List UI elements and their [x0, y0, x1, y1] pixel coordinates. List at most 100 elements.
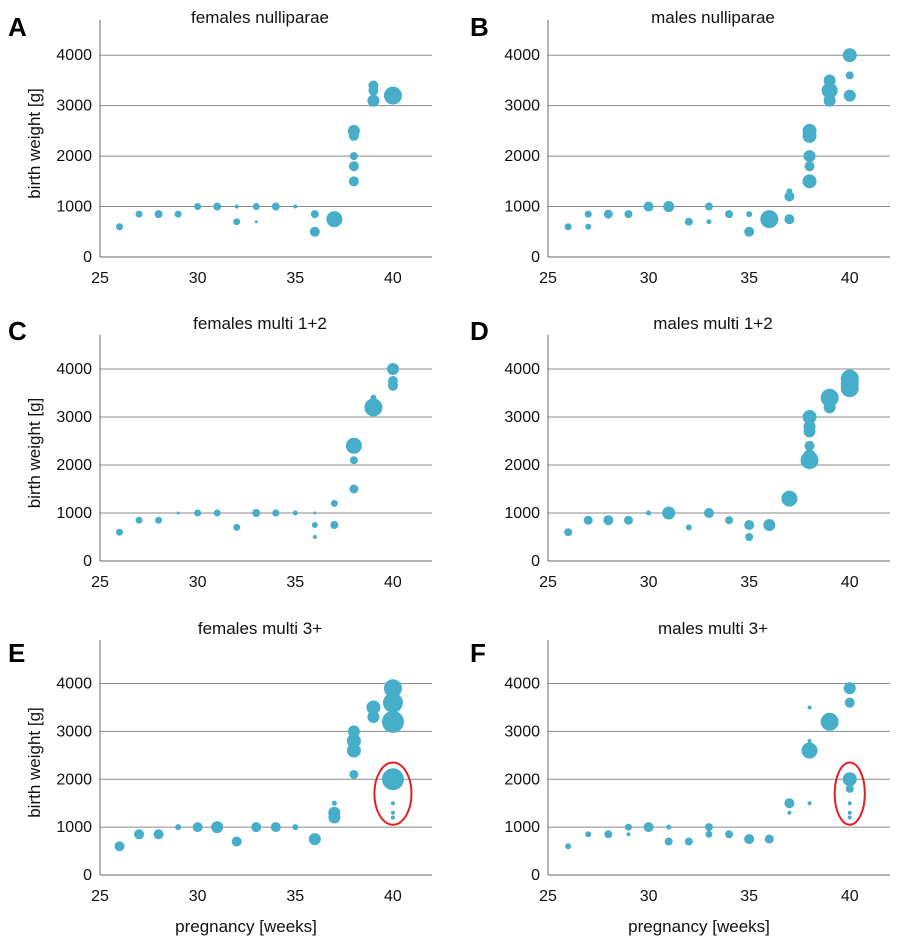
y-tick-label: 1000 — [504, 505, 540, 522]
data-point — [760, 210, 779, 229]
data-point — [252, 509, 261, 517]
data-point — [270, 822, 281, 833]
data-point — [705, 830, 713, 838]
data-point — [271, 202, 280, 211]
data-point — [176, 511, 180, 515]
data-point — [666, 824, 672, 830]
data-point — [308, 833, 321, 846]
panel-b: B 0 1000 2000 3000 4000 25 30 35 40 males nullipar… — [470, 8, 890, 287]
x-tick-label: 25 — [91, 574, 109, 591]
data-point — [746, 211, 753, 218]
data-point — [821, 82, 838, 99]
y-tick-label: 4000 — [504, 361, 540, 378]
data-point — [381, 768, 404, 791]
data-point — [823, 401, 836, 414]
x-tick-label: 30 — [640, 270, 658, 287]
data-point — [803, 420, 816, 433]
data-point — [626, 832, 631, 837]
data-point — [847, 810, 852, 815]
data-point — [330, 521, 339, 529]
x-tick-label: 40 — [841, 888, 859, 905]
data-point — [725, 516, 734, 525]
data-point — [744, 520, 755, 530]
data-point — [211, 821, 224, 834]
data-point — [292, 824, 299, 831]
panel-letter: C — [8, 316, 27, 346]
panel-d: D 0 1000 2000 3000 4000 25 30 35 40 males multi 1+… — [470, 314, 890, 591]
data-point — [584, 210, 592, 218]
y-tick-label: 0 — [83, 553, 92, 570]
x-tick-label: 40 — [841, 270, 859, 287]
data-point — [583, 515, 593, 525]
data-point — [804, 440, 815, 451]
data-point — [802, 123, 817, 138]
data-point — [725, 830, 734, 839]
y-tick-label: 2000 — [504, 771, 540, 788]
x-tick-label: 35 — [740, 270, 758, 287]
x-tick-label: 35 — [286, 888, 304, 905]
data-point — [807, 738, 812, 743]
y-tick-label: 3000 — [56, 98, 92, 115]
x-axis-label: pregnancy [weeks] — [175, 917, 317, 936]
x-tick-label: 35 — [286, 574, 304, 591]
y-tick-label: 4000 — [56, 361, 92, 378]
data-point — [663, 201, 675, 213]
data-point — [390, 815, 395, 820]
x-tick-label: 25 — [91, 888, 109, 905]
data-point — [194, 509, 202, 517]
data-point — [843, 682, 856, 695]
data-point — [135, 516, 143, 524]
y-tick-label: 0 — [83, 249, 92, 266]
data-point — [231, 836, 242, 847]
data-point — [803, 449, 816, 462]
data-point — [213, 509, 221, 517]
data-point — [684, 837, 693, 846]
data-point — [823, 94, 836, 107]
y-tick-label: 2000 — [56, 148, 92, 165]
y-tick-label: 1000 — [504, 199, 540, 216]
data-point — [603, 209, 613, 219]
data-point — [367, 711, 380, 724]
data-point — [803, 150, 816, 163]
data-point — [684, 217, 693, 226]
data-point — [843, 89, 856, 102]
panel-a: A 0 1000 2000 3000 4000 25 30 35 40 females nullip… — [8, 8, 432, 287]
x-tick-label: 40 — [384, 270, 402, 287]
data-point — [565, 843, 572, 850]
data-point — [326, 211, 343, 228]
data-point — [763, 519, 776, 531]
data-point — [706, 219, 712, 225]
data-point — [585, 831, 592, 838]
data-point — [310, 210, 319, 219]
data-point — [348, 161, 359, 172]
data-point — [804, 161, 815, 172]
data-point — [564, 223, 572, 231]
data-point — [347, 725, 360, 738]
data-point — [845, 71, 854, 80]
highlight-ellipse — [373, 761, 413, 826]
data-point — [386, 363, 399, 375]
data-point — [366, 700, 381, 715]
data-point — [234, 204, 239, 209]
data-point — [116, 528, 124, 536]
x-tick-label: 35 — [740, 888, 758, 905]
panel-title: males multi 1+2 — [653, 314, 773, 333]
panel-e: E 0 1000 2000 3000 4000 25 30 35 40 females multi … — [8, 619, 432, 936]
data-point — [331, 800, 337, 806]
data-point — [383, 86, 402, 105]
data-point — [764, 834, 774, 844]
y-tick-label: 1000 — [56, 505, 92, 522]
data-point — [781, 490, 798, 507]
data-point — [784, 798, 795, 809]
data-point — [134, 829, 145, 840]
data-point — [390, 810, 395, 815]
x-tick-label: 25 — [539, 888, 557, 905]
panel-title: males multi 3+ — [658, 619, 768, 638]
data-point — [784, 191, 795, 202]
data-point — [725, 210, 734, 219]
data-point — [252, 203, 260, 211]
y-tick-label: 3000 — [504, 98, 540, 115]
data-point — [345, 437, 362, 454]
x-tick-label: 40 — [384, 574, 402, 591]
